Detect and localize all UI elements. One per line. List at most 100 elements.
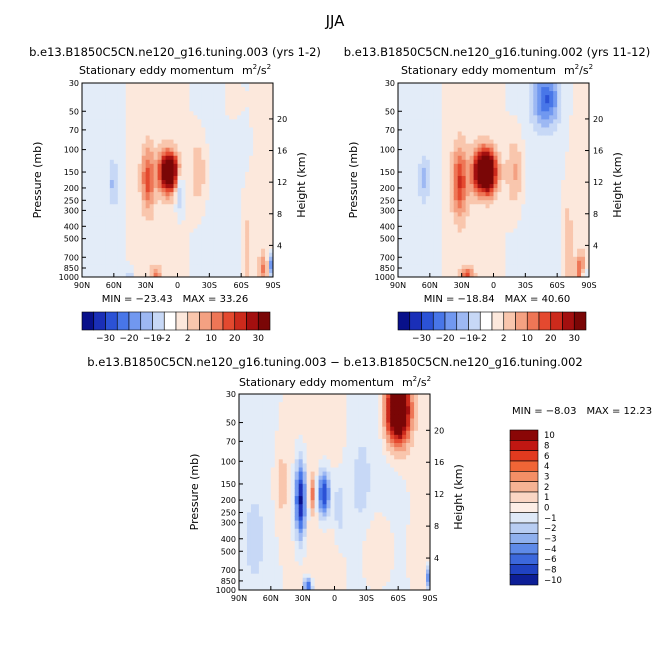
heatmap-cell [239,561,244,566]
heatmap-cell [261,232,266,237]
heatmap-cell [237,244,242,250]
heatmap-cell [181,264,186,270]
heatmap-cell [497,143,502,149]
heatmap-cell [239,581,244,587]
heatmap-cell [565,139,570,145]
colorbar-swatch [175,311,189,331]
heatmap-cell [409,107,415,112]
heatmap-cell [261,248,266,254]
heatmap-cell [445,236,451,242]
heatmap-cell [565,151,570,157]
heatmap-cell [477,103,482,108]
heatmap-cell [125,252,131,258]
heatmap-cell [557,175,562,181]
heatmap-cell [409,95,415,100]
heatmap-cell [242,569,248,575]
heatmap-cell [505,143,510,149]
heatmap-cell [573,252,578,258]
heatmap-cell [217,111,222,116]
heatmap-cell [189,139,194,145]
heatmap-cell [153,256,159,262]
heatmap-cell [401,208,407,213]
heatmap-cell [101,192,107,197]
heatmap-cell [457,163,463,169]
heatmap-cell [109,159,115,165]
heatmap-cell [425,260,431,266]
heatmap-cell [105,167,111,173]
heatmap-cell [145,139,151,145]
heatmap-cell [181,87,186,92]
heatmap-cell [261,200,266,205]
heatmap-cell [501,167,506,173]
heatmap-cell [445,268,451,274]
heatmap-cell [246,443,252,448]
heatmap-cell [565,147,570,153]
panel-tuning-002: b.e13.B1850C5CN.ne120_g16.tuning.002 (yr… [344,45,650,344]
heatmap-cell [549,167,554,173]
heatmap-cell [221,184,226,189]
heatmap-cell [246,467,252,472]
heatmap-cell [505,256,510,262]
heatmap-cell [493,188,498,193]
heatmap-cell [250,585,256,591]
heatmap-cell [209,139,214,145]
heatmap-cell [137,155,143,161]
heatmap-cell [497,127,502,132]
heatmap-cell [97,208,103,213]
heatmap-cell [509,147,514,153]
heatmap-cell [125,244,131,250]
heatmap-cell [513,131,518,136]
heatmap-cell [233,115,238,120]
heatmap-cell [97,184,103,189]
heatmap-cell [557,236,562,242]
heatmap-cell [398,159,403,165]
heatmap-cell [265,107,270,112]
heatmap-cell [557,107,562,112]
heatmap-cell [133,240,139,246]
heatmap-cell [93,95,99,100]
heatmap-cell [465,220,471,225]
heatmap-cell [509,155,514,161]
heatmap-cell [549,175,554,181]
heatmap-cell [246,438,252,444]
heatmap-cell [477,87,482,92]
heatmap-cell [425,252,431,258]
heatmap-cell [405,127,411,132]
heatmap-cell [433,103,439,108]
heatmap-cell [557,240,562,246]
heatmap-cell [253,256,258,262]
heatmap-cell [541,212,546,217]
heatmap-cell [246,516,252,521]
heatmap-cell [257,192,262,197]
heatmap-cell [473,83,478,88]
heatmap-cell [425,155,431,161]
heatmap-cell [577,127,582,132]
heatmap-cell [585,244,590,250]
heatmap-cell [265,204,270,209]
heatmap-cell [401,188,407,193]
heatmap-cell [497,196,502,201]
heatmap-cell [509,103,514,108]
heatmap-cell [417,159,423,165]
colorbar-label: 20 [229,334,241,344]
heatmap-cell [489,111,494,116]
heatmap-cell [217,244,222,250]
heatmap-cell [417,175,423,181]
heatmap-cell [249,111,254,116]
panel-3-title: b.e13.B1850C5CN.ne120_g16.tuning.003 − b… [87,355,582,369]
heatmap-cell [189,248,194,254]
heatmap-cell [533,196,538,201]
heatmap-cell [401,204,407,209]
heatmap-cell [489,188,494,193]
heatmap-cell [421,268,427,274]
heatmap-cell [181,163,186,169]
heatmap-cell [533,151,538,157]
heatmap-cell [157,256,162,262]
heatmap-cell [405,236,411,242]
heatmap-cell [101,252,107,258]
heatmap-cell [113,151,119,157]
heatmap-cell [97,103,103,108]
heatmap-cell [185,143,190,149]
heatmap-cell [557,111,562,116]
heatmap-cell [89,111,95,116]
